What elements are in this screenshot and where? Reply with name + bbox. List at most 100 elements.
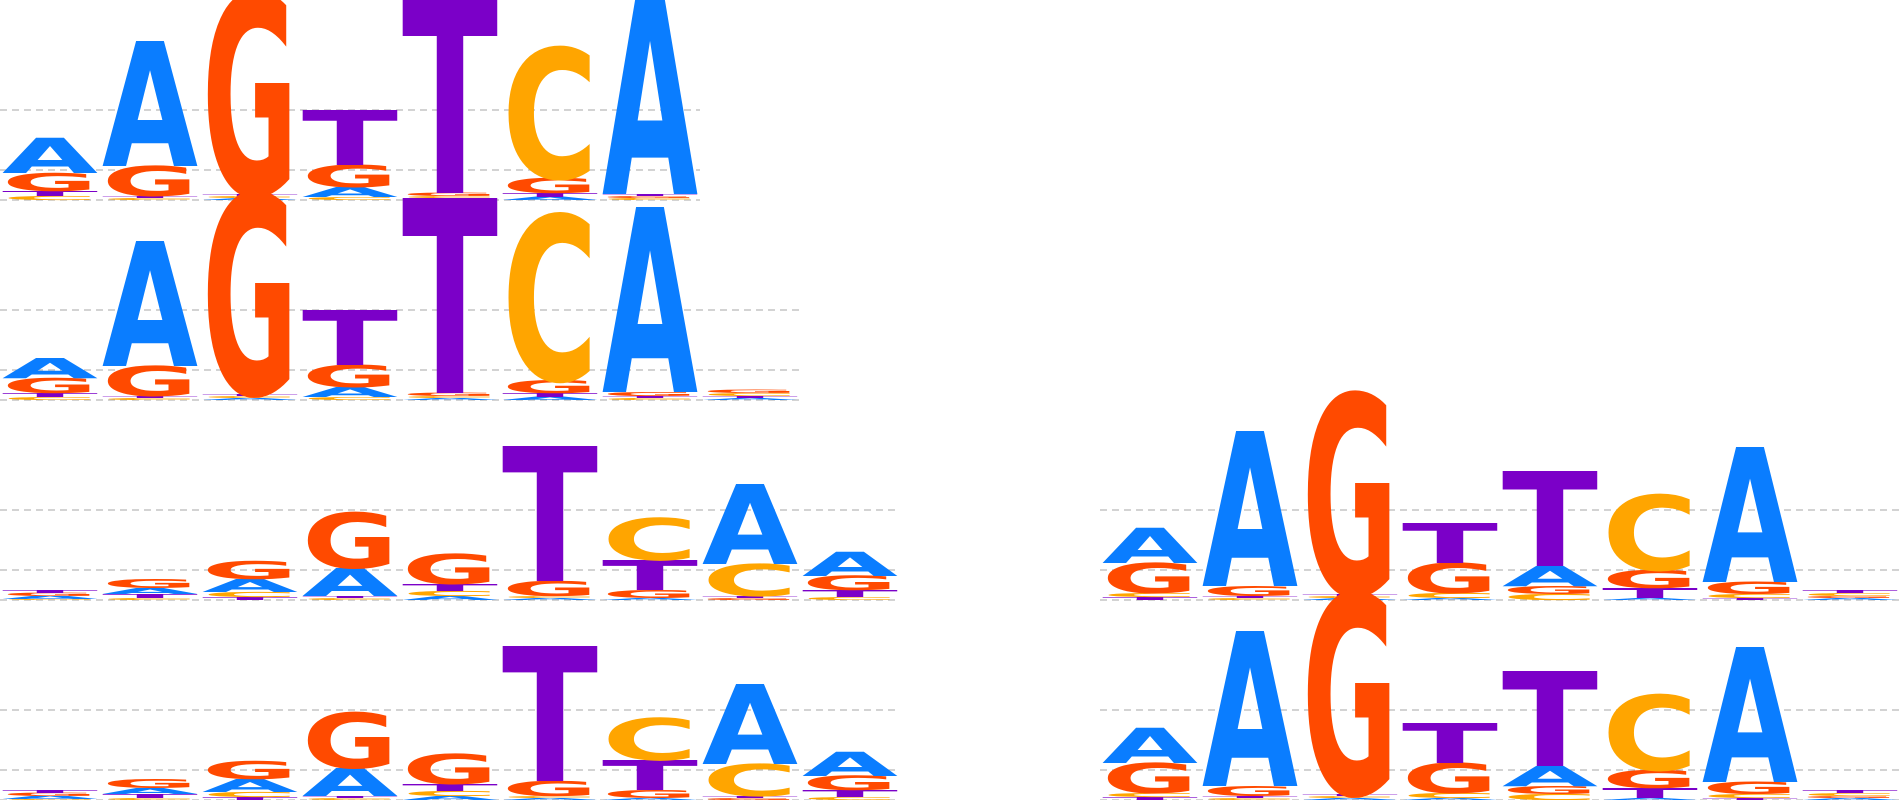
letter-g: G — [402, 546, 498, 594]
letter-t: T — [202, 796, 298, 800]
letter-c: C — [102, 397, 198, 400]
letter-t: T — [1702, 597, 1798, 600]
letter-g: G — [602, 391, 698, 397]
letter-c: C — [1202, 597, 1298, 600]
letter-a: A — [702, 462, 798, 590]
letter-t: T — [1202, 595, 1298, 598]
letter-a: A — [602, 797, 698, 800]
letter-a: A — [202, 575, 299, 596]
letter-g: G — [402, 392, 498, 397]
letter-g: G — [1202, 783, 1298, 799]
letter-t: T — [402, 146, 498, 456]
letter-a: A — [1602, 597, 1698, 600]
letter-g: G — [1602, 765, 1698, 794]
letter-g: G — [302, 499, 398, 586]
letter-g: G — [402, 746, 498, 794]
letter-c: C — [1402, 592, 1498, 600]
letter-a: A — [1302, 797, 1398, 800]
letter-g: G — [702, 389, 798, 394]
letter-c: C — [1102, 592, 1198, 598]
letter-t: T — [2, 392, 98, 398]
letter-a: A — [302, 760, 398, 800]
letter-a: A — [502, 196, 598, 201]
letter-a: A — [602, 597, 698, 600]
letter-t: T — [402, 782, 498, 793]
letter-g: G — [702, 797, 798, 800]
letter-t: T — [1502, 445, 1598, 597]
letter-a: A — [1502, 761, 1599, 793]
letter-t: T — [202, 193, 298, 196]
letter-g: G — [1102, 555, 1198, 603]
letter-g: G — [1202, 583, 1298, 599]
letter-t: T — [602, 552, 698, 600]
letter-t: T — [1502, 645, 1598, 797]
letter-g: G — [202, 139, 298, 459]
letter-t: T — [1602, 585, 1698, 601]
letter-c: C — [602, 197, 698, 200]
letter-c: C — [502, 13, 598, 221]
letter-c: C — [602, 506, 698, 573]
letter-a: A — [2, 129, 98, 185]
letter-g: G — [1502, 784, 1598, 797]
letter-c: C — [702, 756, 798, 800]
letter-t: T — [702, 395, 798, 398]
letter-t: T — [1102, 596, 1198, 601]
letter-g: G — [1302, 339, 1398, 659]
letter-t: T — [302, 295, 398, 383]
letter-c: C — [402, 590, 498, 598]
letter-t: T — [102, 395, 198, 398]
letter-a: A — [302, 184, 398, 200]
letter-a: A — [2, 795, 98, 800]
letter-c: C — [202, 591, 298, 599]
letter-c: C — [2, 396, 98, 401]
letter-g: G — [602, 788, 698, 800]
letter-c: C — [1502, 792, 1598, 800]
letter-a: A — [202, 397, 298, 400]
letter-t: T — [502, 392, 598, 398]
letter-c: C — [202, 195, 298, 198]
letter-g: G — [802, 572, 898, 594]
letter-t: T — [1202, 795, 1298, 798]
letter-t: T — [202, 393, 298, 396]
letter-a: A — [602, 0, 698, 260]
letter-c: C — [102, 197, 198, 200]
letter-g: G — [1802, 795, 1898, 798]
letter-g: G — [2, 168, 98, 197]
letter-g: G — [502, 376, 598, 397]
letter-c: C — [1602, 675, 1698, 795]
letter-t: T — [302, 95, 398, 183]
letter-g: G — [302, 159, 398, 194]
letter-g: G — [502, 174, 598, 198]
letter-c: C — [1502, 592, 1598, 602]
letter-t: T — [602, 193, 698, 196]
letter-g: G — [1102, 755, 1198, 800]
letter-g: G — [102, 158, 198, 206]
letter-t: T — [302, 795, 398, 798]
letter-t: T — [102, 195, 198, 198]
letter-g: G — [202, 556, 298, 585]
letter-c: C — [602, 397, 698, 400]
letter-g: G — [1702, 779, 1798, 798]
letter-t: T — [1102, 796, 1198, 800]
letter-t: T — [602, 752, 698, 800]
letter-c: C — [402, 790, 498, 798]
letter-c: C — [1802, 792, 1898, 797]
letter-a: A — [502, 597, 598, 600]
letter-g: G — [1802, 595, 1898, 598]
letter-c: C — [602, 706, 698, 773]
letter-t: T — [302, 595, 398, 598]
letter-g: G — [102, 358, 198, 406]
letter-c: C — [702, 556, 798, 607]
letter-t: T — [802, 788, 898, 799]
letter-a: A — [102, 786, 198, 796]
letter-a: A — [602, 158, 698, 453]
letter-a: A — [102, 208, 198, 407]
letter-c: C — [302, 597, 398, 600]
letter-c: C — [1302, 595, 1398, 598]
letter-c: C — [502, 795, 598, 798]
letter-t: T — [1802, 789, 1898, 794]
letter-a: A — [1202, 389, 1298, 637]
letter-a: A — [1702, 412, 1798, 627]
letter-t: T — [1702, 797, 1798, 800]
letter-a: A — [802, 746, 898, 784]
